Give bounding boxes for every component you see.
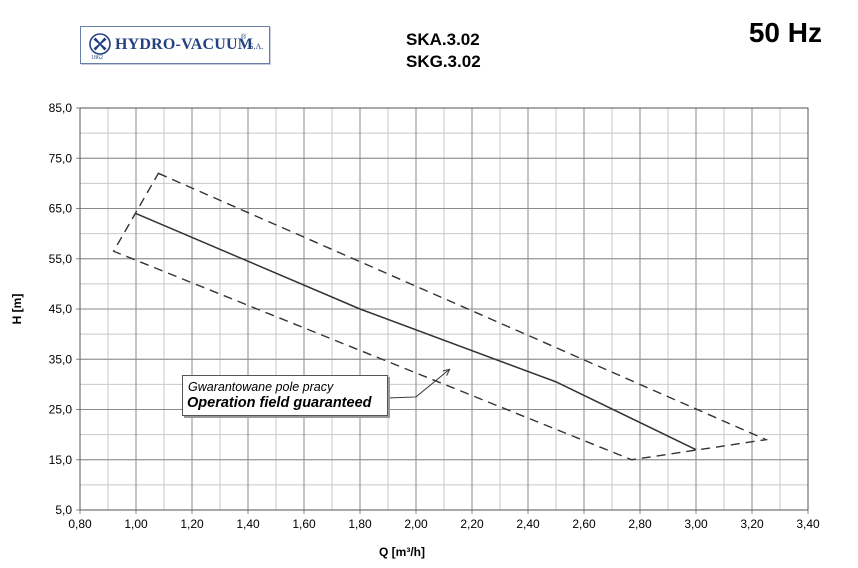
operation-field-label: Gwarantowane pole pracy Operation field … xyxy=(182,375,388,416)
x-axis-title: Q [m³/h] xyxy=(379,545,425,559)
logo-registered-mark: ® xyxy=(241,34,247,41)
x-tick-label: 2,40 xyxy=(516,517,540,531)
x-tick-label: 2,20 xyxy=(460,517,484,531)
annotation-leader-line xyxy=(387,368,450,399)
y-axis-title: H [m] xyxy=(10,294,24,325)
y-tick-label: 35,0 xyxy=(49,352,73,366)
chart-grid xyxy=(76,107,809,514)
x-tick-label: 1,60 xyxy=(292,517,316,531)
y-tick-labels: 5,0 15,0 25,0 35,0 45,0 55,0 65,0 75,0 85,0 xyxy=(49,101,73,517)
y-tick-label: 55,0 xyxy=(49,252,73,266)
x-tick-label: 2,80 xyxy=(628,517,652,531)
plot-border xyxy=(79,107,809,511)
y-tick-label: 25,0 xyxy=(49,403,73,417)
x-tick-label: 0,80 xyxy=(68,517,92,531)
x-tick-labels: 0,80 1,00 1,20 1,40 1,60 1,80 2,00 2,20 2,40 2,60… xyxy=(68,517,820,531)
x-tick-label: 2,60 xyxy=(572,517,596,531)
operation-field-label-pl: Gwarantowane pole pracy xyxy=(188,380,334,394)
x-tick-label: 3,20 xyxy=(740,517,764,531)
y-tick-label: 75,0 xyxy=(49,151,73,165)
operation-field-boundary xyxy=(112,172,769,461)
model-code-2: SKG.3.02 xyxy=(406,52,481,71)
x-tick-label: 3,00 xyxy=(684,517,708,531)
y-tick-label: 65,0 xyxy=(49,202,73,216)
frequency-label: 50 Hz xyxy=(748,17,822,48)
x-tick-label: 1,20 xyxy=(180,517,204,531)
logo-year: 1862 xyxy=(91,55,103,61)
pump-curve xyxy=(135,212,697,451)
annotation-arrowhead xyxy=(442,368,451,376)
company-emblem-icon xyxy=(89,33,111,55)
model-code-1: SKA.3.02 xyxy=(406,30,480,49)
operation-field-label-en: Operation field guaranteed xyxy=(187,395,372,411)
company-logo: 1862 HYDRO-VACUUM ® S.A. xyxy=(80,26,270,64)
y-tick-label: 15,0 xyxy=(49,453,73,467)
x-tick-label: 1,80 xyxy=(348,517,372,531)
annotation-arrow xyxy=(387,368,451,399)
x-tick-label: 2,00 xyxy=(404,517,428,531)
x-tick-label: 1,00 xyxy=(124,517,148,531)
y-tick-label: 45,0 xyxy=(49,302,73,316)
y-tick-label: 85,0 xyxy=(49,101,73,115)
x-tick-label: 1,40 xyxy=(236,517,260,531)
y-tick-label: 5,0 xyxy=(55,503,72,517)
logo-suffix: S.A. xyxy=(249,42,264,51)
logo-company-name: HYDRO-VACUUM xyxy=(115,36,254,53)
chart-series xyxy=(112,172,769,461)
x-tick-label: 3,40 xyxy=(796,517,820,531)
